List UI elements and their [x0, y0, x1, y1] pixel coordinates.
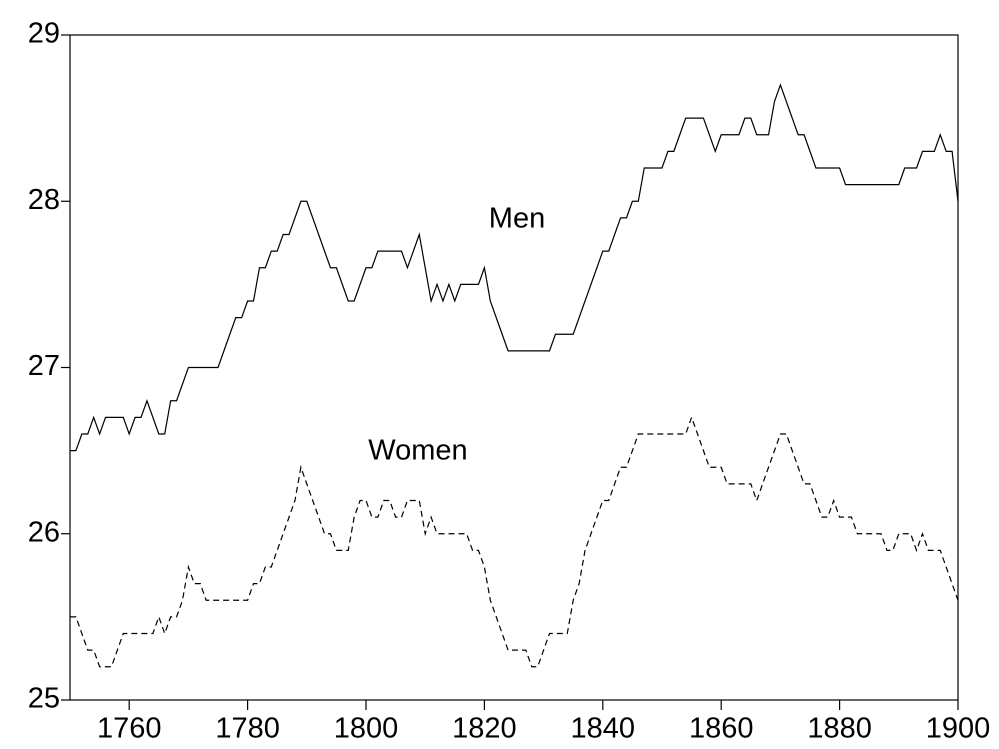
- x-tick-label: 1900: [926, 713, 991, 745]
- x-tick-label: 1760: [97, 713, 162, 745]
- y-tick-label: 28: [28, 184, 60, 216]
- y-tick-label: 25: [28, 683, 60, 715]
- x-tick-label: 1840: [571, 713, 636, 745]
- series-label: Men: [489, 203, 545, 235]
- x-tick-label: 1800: [334, 713, 399, 745]
- series-label: Women: [368, 435, 467, 467]
- series-line: [70, 83, 959, 452]
- x-tick-label: 1880: [807, 713, 872, 745]
- x-tick-label: 1820: [452, 713, 517, 745]
- y-tick-label: 29: [28, 18, 60, 50]
- x-tick-label: 1860: [689, 713, 754, 745]
- y-tick-label: 26: [28, 516, 60, 548]
- y-tick-label: 27: [28, 350, 60, 382]
- x-tick-label: 1780: [215, 713, 280, 745]
- series-line: [70, 415, 959, 668]
